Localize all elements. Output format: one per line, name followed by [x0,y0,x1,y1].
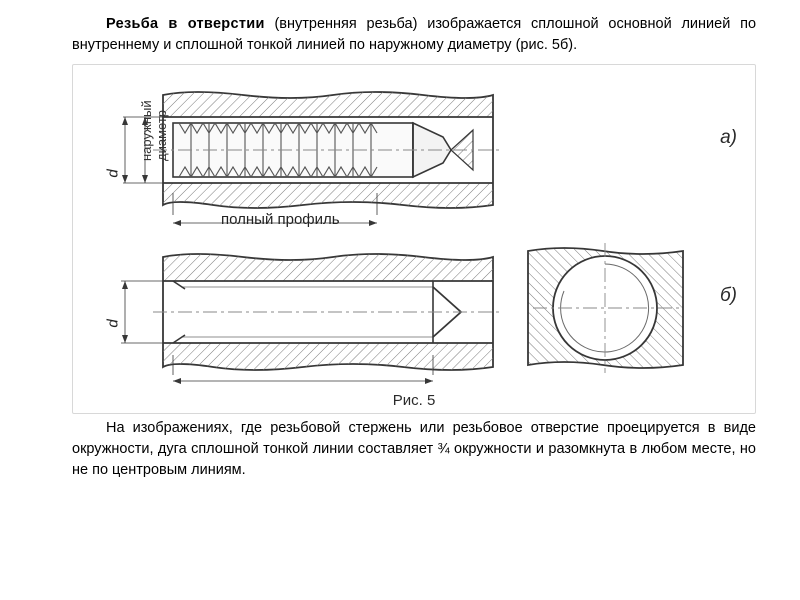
figure-label-a: а) [720,127,737,149]
panel-b-right [528,243,683,373]
figure-caption: Рис. 5 [393,392,436,409]
dimension-d-a: d [105,169,122,177]
full-profile-label: полный профиль [221,211,340,228]
dimension-d-b: d [105,319,122,327]
panel-a [122,92,503,226]
figure-svg [73,65,753,413]
para1-lead: Резьба в отверстии [106,16,265,32]
panel-b-left [121,254,503,384]
paragraph-1: Резьба в отверстии (внутренняя резьба) и… [72,14,756,56]
figure-label-b: б) [720,285,737,307]
figure-5: а) б) Рис. 5 d d наружныйдиаметр полный … [72,64,756,414]
outer-diameter-label: наружныйдиаметр [139,100,169,161]
paragraph-2: На изображениях, где резьбовой стержень … [72,418,756,481]
